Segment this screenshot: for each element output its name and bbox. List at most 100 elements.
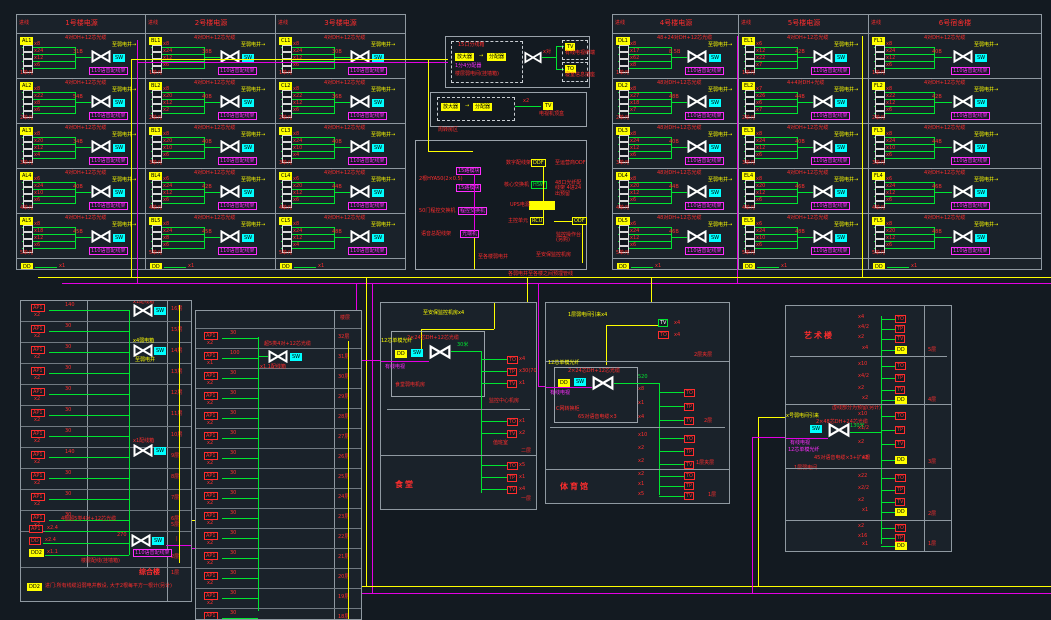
wire xyxy=(281,113,334,114)
floor-row: AP1 x2 30 8层 xyxy=(21,469,191,490)
pbx-note: 50门程控交换机 xyxy=(419,208,456,214)
length: 30 xyxy=(230,590,237,596)
cable-spec: 4对DH+12芯光缆 xyxy=(194,80,236,86)
outlet-box xyxy=(152,239,162,246)
switch-tag: SW xyxy=(242,189,255,197)
length: 30 xyxy=(65,512,72,518)
wire xyxy=(874,196,934,197)
branch-group: TO x1 TV x2 xyxy=(381,415,536,439)
terminal-tag: TO xyxy=(507,418,518,426)
distribution-box-tag: FL2 xyxy=(872,82,885,90)
outlet-box xyxy=(282,246,292,253)
fiber-label: 12芯单模光纤 xyxy=(548,360,580,366)
unit-label: 5单元 xyxy=(149,250,163,256)
terminal-count: x1 xyxy=(638,400,645,406)
branch-row: x4/2 TP xyxy=(786,324,951,334)
terminal-tag: TP xyxy=(895,486,906,494)
wire xyxy=(671,92,672,114)
floor-label: 1层 xyxy=(171,570,180,576)
wire xyxy=(204,92,205,114)
wire xyxy=(204,147,220,148)
branch-count: x24 xyxy=(293,48,303,54)
outlet-box xyxy=(152,180,162,187)
wire xyxy=(204,237,220,238)
length: 30 xyxy=(230,410,237,416)
outlet-box xyxy=(619,142,629,149)
branch-count: x6 xyxy=(886,176,893,182)
terminal-count: x4/2 xyxy=(858,373,870,379)
branch-count: x12 xyxy=(886,190,896,196)
wire xyxy=(874,227,934,228)
ddf-box: DDF xyxy=(531,159,546,167)
wire xyxy=(659,438,684,439)
wire xyxy=(179,305,180,563)
branch-group: TO x5 TP x1 TV x4 xyxy=(381,459,536,495)
splitter-note: 15口分线箱 xyxy=(458,42,485,48)
outlet-box xyxy=(23,225,33,232)
outlet-box xyxy=(745,225,755,232)
panel-corner-label: 进线 xyxy=(615,20,626,26)
floor-label: 18层 xyxy=(338,614,350,620)
wire xyxy=(744,227,797,228)
wire xyxy=(281,227,334,228)
outlet-box xyxy=(282,232,292,239)
outlet-box xyxy=(745,187,755,194)
wire xyxy=(744,92,797,93)
branch-count: x6 xyxy=(163,62,170,68)
terminal-tag: TO xyxy=(684,435,695,443)
outlet-box xyxy=(875,45,885,52)
floor-label: 4层 xyxy=(928,397,937,403)
branch-count: x20 xyxy=(756,183,766,189)
wire xyxy=(874,99,934,100)
feeder-row: CL1 x8 x24 x12 x6 30B 4对DH+12芯 xyxy=(276,34,405,79)
wire xyxy=(618,61,671,62)
grid-line xyxy=(167,301,168,601)
length: 30 xyxy=(230,450,237,456)
floor-label: 23层 xyxy=(338,514,350,520)
distribution-box-tag: EL5 xyxy=(742,217,756,225)
floor-label: 1层 xyxy=(708,492,717,498)
branch-group: x4 TO x4/2 TP x2 TV xyxy=(786,314,951,344)
cable-length: 44B xyxy=(795,94,805,100)
wire xyxy=(151,137,204,138)
wire xyxy=(222,538,258,539)
floor-box-tag: AP1 xyxy=(31,325,45,333)
switch-tag: SW xyxy=(835,54,848,62)
branch-count: x12 xyxy=(34,55,44,61)
wire xyxy=(881,502,895,503)
floor-row: AP1 x2 30 28层 xyxy=(196,409,361,429)
feeder-row: BL3 x8 x20 x10 x6 40B 4对DH+12芯 xyxy=(146,124,276,169)
floor-box-tag: AP1 xyxy=(29,525,43,533)
floor-row: AP1 x2 30 7层 xyxy=(21,490,191,511)
terminal-tag: TV xyxy=(684,492,695,500)
splice-closure-icon xyxy=(687,50,707,63)
cable-spec: 4对DH+12芯光缆 xyxy=(194,125,236,131)
wire xyxy=(481,477,507,478)
switch-tag: SW xyxy=(975,99,988,107)
terminal-count: x5 xyxy=(638,491,645,497)
panel-corner-label: 进线 xyxy=(148,20,159,26)
branch-count: x8 xyxy=(886,86,893,92)
to-shaft-label: 至弱电井→ xyxy=(834,132,859,138)
wire xyxy=(131,59,132,277)
wire xyxy=(151,189,204,190)
wire xyxy=(75,182,76,204)
terminal-count: x4 xyxy=(519,356,526,362)
branch-group: x2 TO x16 TP xyxy=(786,523,951,543)
terminal-count: x30(70对) xyxy=(519,368,537,374)
terminal-count: x2/2 xyxy=(858,485,870,491)
floor-box-tag: AP1 xyxy=(31,472,45,480)
switch-tag: SW xyxy=(835,99,848,107)
wire xyxy=(356,360,380,361)
distribution-box-tag: AL2 xyxy=(20,82,34,90)
cable-spec: 48+24对DH+12芯光缆 xyxy=(657,35,713,41)
branch-count: x6 xyxy=(163,176,170,182)
outlet-box xyxy=(875,90,885,97)
outlet-box xyxy=(23,66,33,73)
wire xyxy=(151,113,204,114)
catv-label: 有线电视 xyxy=(550,390,571,396)
wire xyxy=(222,418,258,419)
splice-closure-icon xyxy=(813,140,833,153)
wire xyxy=(881,478,895,479)
sub-count: x2.4 xyxy=(47,525,58,531)
